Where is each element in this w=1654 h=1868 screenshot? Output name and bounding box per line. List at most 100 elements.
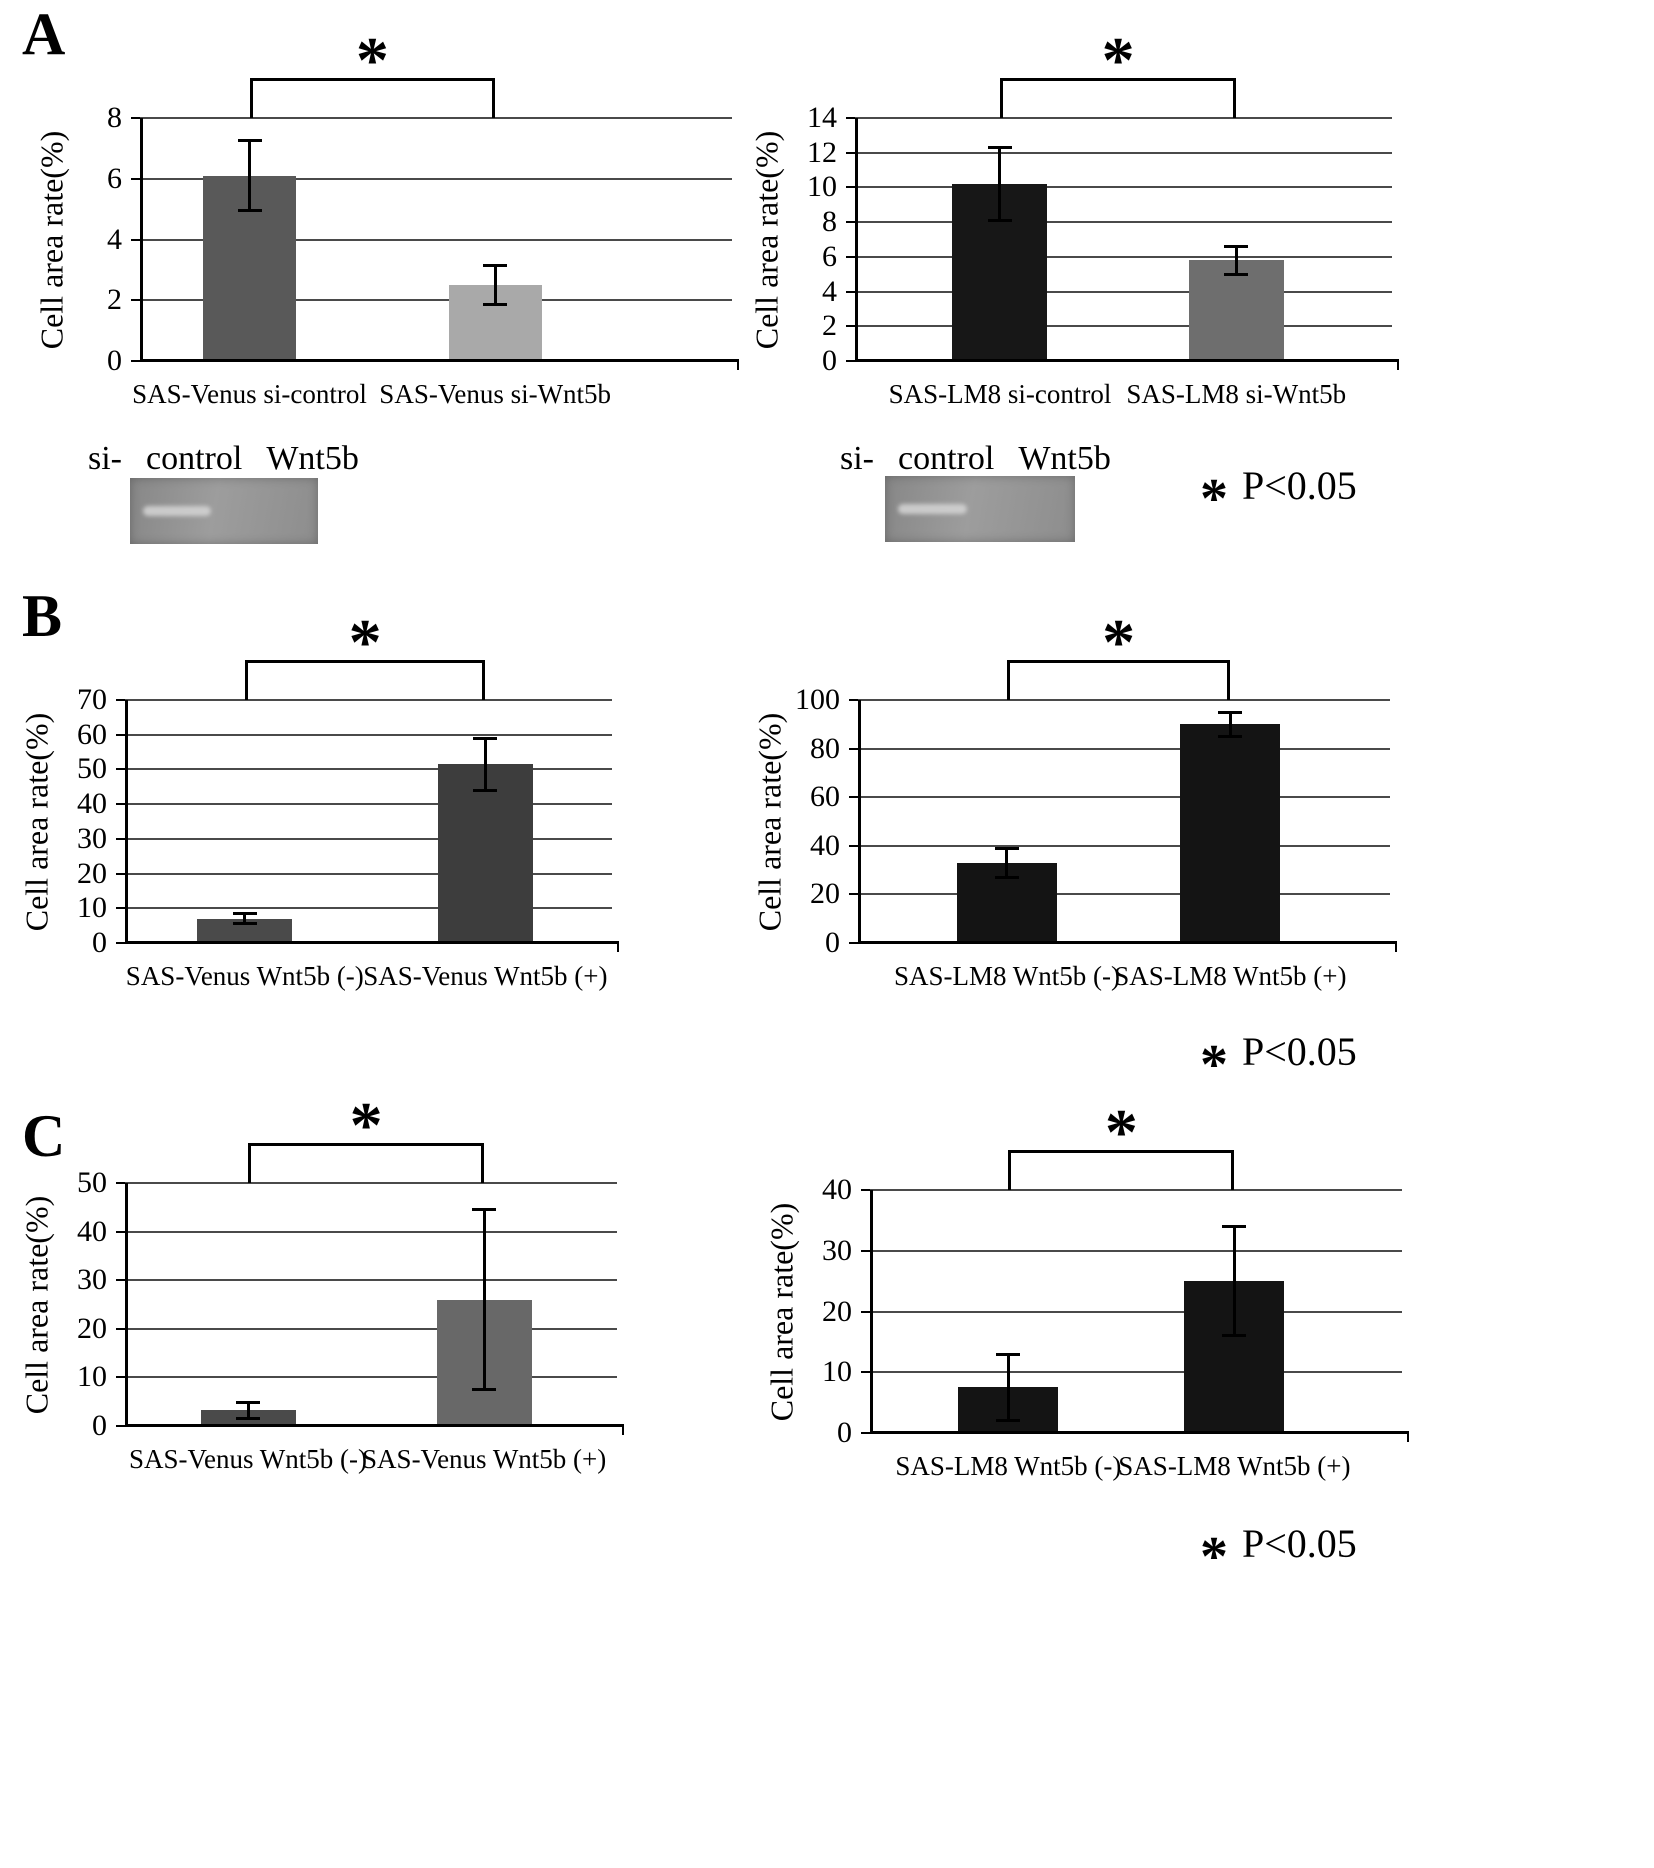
x-axis-end-tick	[1397, 361, 1399, 370]
error-bar	[1005, 848, 1009, 878]
panel-c-label: C	[22, 1103, 66, 1169]
gel-band-icon	[898, 503, 967, 514]
error-bar-cap	[1222, 1334, 1247, 1338]
gridline	[858, 796, 1390, 799]
x-axis-end-tick	[1407, 1433, 1409, 1442]
category-label: SAS-Venus si-control	[132, 379, 367, 409]
chart-panelB-sas-lm8-wnt5b: Cell area rate(%) SAS-LM8 Wnt5b (-) SAS-LM…	[748, 606, 1398, 1012]
y-tick-label: 70	[77, 683, 107, 716]
x-axis-end-tick	[617, 943, 619, 952]
x-axis-end-tick	[622, 1426, 624, 1435]
y-tick-mark	[116, 1425, 125, 1427]
gridline	[855, 255, 1392, 258]
y-tick-label: 40	[822, 1173, 852, 1206]
significance-asterisk: *	[1102, 606, 1136, 679]
y-tick-label: 2	[822, 309, 837, 343]
bar	[1180, 724, 1281, 943]
error-bar	[998, 147, 1002, 221]
y-tick-mark	[846, 151, 855, 154]
y-tick-mark	[861, 1432, 870, 1434]
gridline	[125, 733, 612, 736]
y-tick-mark	[116, 1230, 125, 1233]
significance-bracket	[244, 660, 486, 700]
gridline	[140, 177, 732, 180]
error-bar-cap	[1224, 244, 1249, 248]
y-tick-label: 2	[107, 283, 122, 317]
y-tick-label: 20	[822, 1294, 852, 1328]
bar	[437, 764, 533, 943]
error-bar	[482, 1209, 486, 1390]
error-bar-cap	[472, 1208, 497, 1212]
y-tick-mark	[849, 699, 858, 701]
error-bar-cap	[236, 1401, 260, 1405]
error-bar	[248, 140, 252, 211]
gel-label-wnt5b: Wnt5b	[266, 440, 359, 477]
x-axis-line	[855, 359, 1399, 362]
gridline	[855, 221, 1392, 224]
y-tick-label: 30	[822, 1233, 852, 1267]
y-tick-label: 0	[92, 926, 107, 959]
y-tick-mark	[131, 360, 140, 362]
chart-panelA-sas-venus-sirna: Cell area rate(%) SAS-Venus si-control SAS…	[30, 24, 740, 430]
y-tick-mark	[116, 1327, 125, 1330]
gridline	[140, 117, 732, 119]
y-tick-label: 80	[810, 731, 840, 765]
significance-bracket	[999, 78, 1237, 118]
gridline	[870, 1310, 1402, 1313]
y-axis-line	[125, 700, 128, 943]
y-tick-mark	[849, 893, 858, 896]
gel-lane-labels-right: si- control Wnt5b	[840, 440, 1111, 478]
gridline	[855, 186, 1392, 189]
y-axis-line	[140, 118, 143, 361]
x-axis-line	[140, 359, 739, 362]
y-tick-label: 8	[107, 101, 122, 134]
y-tick-mark	[116, 1376, 125, 1379]
significance-bracket	[1008, 1150, 1235, 1190]
pvalue-note-panel-b: * P<0.05	[1200, 1029, 1357, 1096]
error-bar-cap	[236, 1416, 260, 1420]
y-axis-line	[855, 118, 858, 361]
y-tick-label: 40	[77, 1214, 107, 1248]
gridline	[125, 768, 612, 771]
panel-b-label: B	[22, 583, 63, 649]
significance-asterisk: *	[1104, 1096, 1138, 1169]
y-tick-label: 0	[837, 1416, 852, 1449]
y-tick-label: 4	[822, 274, 837, 308]
error-bar-cap	[994, 846, 1019, 850]
significance-asterisk: *	[355, 24, 389, 97]
y-tick-label: 10	[822, 1355, 852, 1389]
x-axis-line	[870, 1431, 1409, 1434]
y-axis-line	[125, 1183, 128, 1426]
chart-panelC-sas-lm8-wnt5b: Cell area rate(%) SAS-LM8 Wnt5b (-) SAS-LM…	[760, 1096, 1410, 1502]
gridline	[125, 699, 612, 701]
x-axis-line	[858, 941, 1397, 944]
y-tick-label: 10	[807, 170, 837, 204]
pvalue-text: P<0.05	[1242, 1521, 1357, 1566]
x-axis-end-tick	[1395, 943, 1397, 952]
gridline	[125, 1279, 617, 1282]
y-tick-mark	[116, 942, 125, 944]
y-tick-label: 8	[822, 205, 837, 239]
y-tick-label: 0	[825, 926, 840, 959]
category-label: SAS-LM8 si-Wnt5b	[1126, 379, 1347, 409]
error-bar-cap	[996, 1352, 1021, 1356]
category-label: SAS-Venus si-Wnt5b	[379, 379, 612, 409]
y-tick-label: 6	[822, 239, 837, 273]
error-bar-cap	[1222, 1224, 1247, 1228]
gridline	[855, 325, 1392, 328]
y-tick-mark	[116, 907, 125, 910]
gridline	[125, 1182, 617, 1184]
error-bar-cap	[1218, 710, 1243, 714]
category-label: SAS-Venus Wnt5b (-)	[125, 961, 364, 991]
y-tick-mark	[861, 1249, 870, 1252]
gel-image-right	[885, 476, 1075, 542]
gel-label-si-prefix: si-	[840, 440, 874, 477]
gridline	[125, 907, 612, 910]
category-label: SAS-Venus Wnt5b (+)	[363, 961, 608, 991]
error-bar-cap	[1224, 272, 1249, 276]
gridline	[855, 290, 1392, 293]
category-label: SAS-LM8 Wnt5b (+)	[1118, 1451, 1351, 1481]
y-tick-label: 6	[107, 161, 122, 195]
error-bar-cap	[473, 788, 498, 792]
